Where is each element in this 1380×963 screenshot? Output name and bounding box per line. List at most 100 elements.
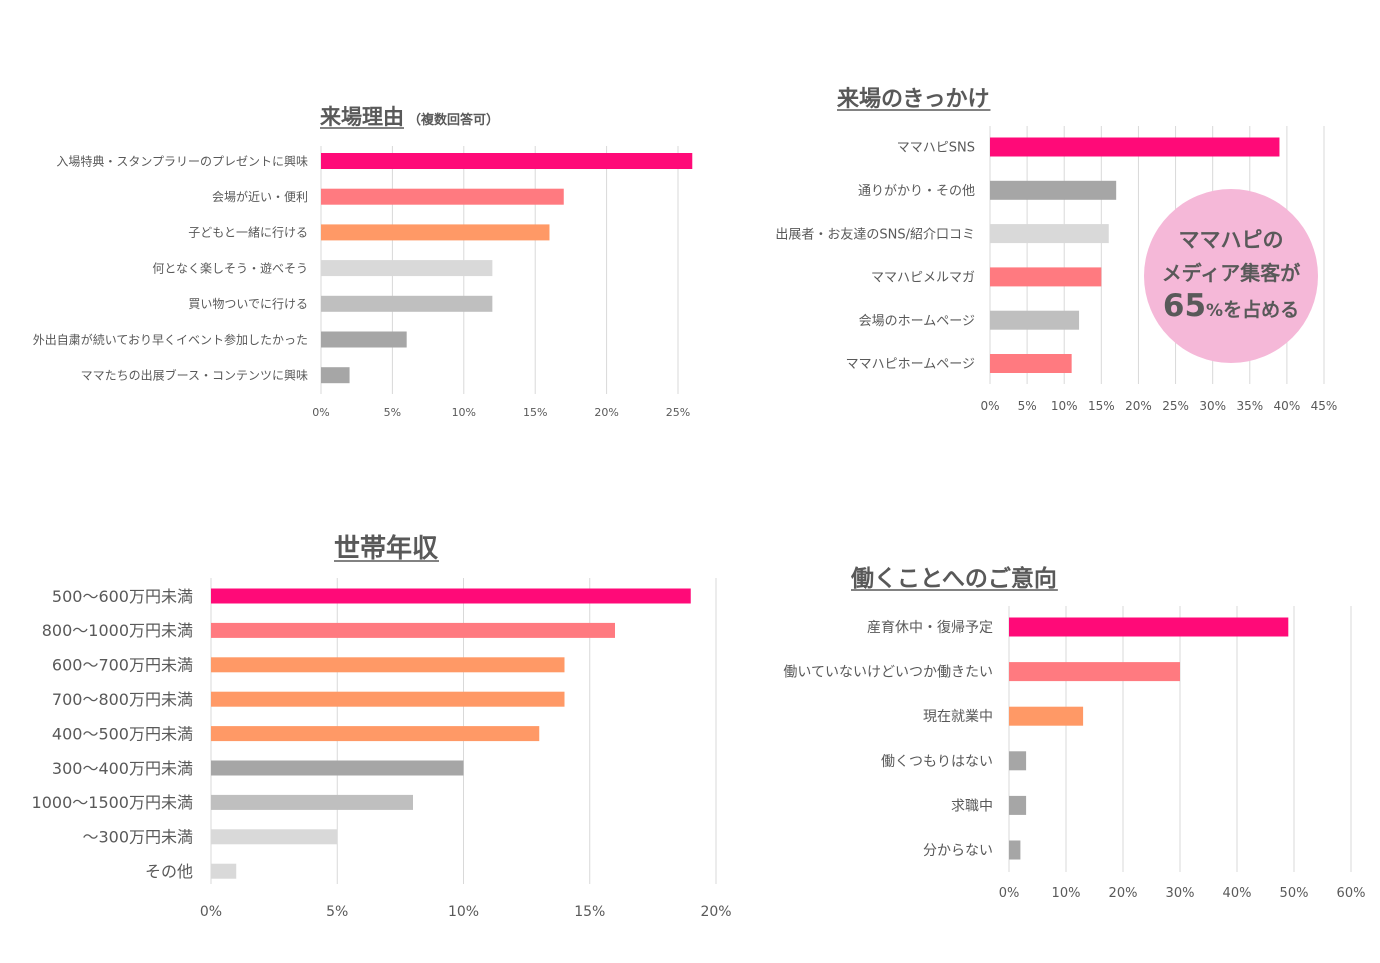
bar [990, 224, 1109, 244]
category-label: 〜300万円未満 [82, 828, 193, 847]
chart-title: 世帯年収 [334, 533, 439, 564]
category-label: 分からない [923, 843, 993, 859]
category-label: ママハピメルマガ [871, 271, 975, 286]
category-label: ママハピSNS [897, 141, 975, 156]
bar [1009, 795, 1027, 815]
category-label: ママたちの出展ブース・コンテンツに興味 [81, 368, 308, 383]
bar [1009, 617, 1289, 637]
bar [211, 829, 338, 845]
tick-label: 15% [1088, 399, 1115, 413]
bar [990, 180, 1117, 200]
chart-work-intention: 働くことへのご意向産育休中・復帰予定働いていないけどいつか働きたい現在就業中働く… [783, 565, 1365, 901]
chart-visit-reasons: 来場理由 （複数回答可） 入場特典・スタンプラリーのプレゼントに興味会場が近い・便利… [33, 105, 693, 419]
tick-label: 15% [523, 406, 547, 419]
bar [321, 260, 493, 277]
category-label: 子どもと一緒に行ける [188, 225, 308, 240]
category-label: 買い物ついでに行ける [188, 297, 308, 311]
tick-label: 10% [1051, 399, 1078, 413]
bar [1009, 751, 1027, 771]
tick-label: 30% [1199, 399, 1226, 413]
badge-tail: を占める [1223, 298, 1299, 321]
chart-subtitle: （複数回答可） [408, 112, 499, 128]
category-label: 通りがかり・その他 [858, 184, 975, 199]
bar [990, 267, 1102, 287]
chart-title: 働くことへのご意向 [850, 565, 1057, 592]
bar [321, 224, 550, 241]
tick-label: 25% [1162, 399, 1189, 413]
bar [211, 863, 237, 879]
badge-line: 65%を占める [1163, 288, 1299, 324]
category-label: 会場が近い・便利 [212, 189, 308, 204]
bar [321, 295, 493, 312]
chart-title: 来場理由 （複数回答可） [320, 105, 499, 129]
badge-line: ママハピの [1179, 228, 1284, 252]
tick-label: 60% [1337, 886, 1366, 901]
category-label: 600〜700万円未満 [52, 656, 193, 675]
bar [211, 726, 540, 742]
bar [321, 367, 350, 384]
badge-big-number: 65 [1163, 288, 1206, 324]
tick-label: 40% [1223, 886, 1252, 901]
bar [211, 657, 565, 673]
category-label: 入場特典・スタンプラリーのプレゼントに興味 [56, 153, 308, 168]
chart-title: 来場のきっかけ [836, 87, 989, 112]
category-label: 500〜600万円未満 [52, 587, 193, 606]
category-label: 働いていないけどいつか働きたい [783, 665, 993, 681]
tick-label: 0% [200, 904, 222, 920]
category-label: 求職中 [951, 798, 993, 814]
category-label: ママハピホームページ [846, 357, 975, 372]
tick-label: 5% [384, 406, 401, 419]
bar [211, 794, 413, 810]
tick-label: 40% [1274, 399, 1301, 413]
category-label: 800〜1000万円未満 [42, 621, 193, 640]
category-label: 何となく楽しそう・遊べそう [152, 260, 308, 275]
tick-label: 30% [1166, 886, 1195, 901]
tick-label: 25% [666, 406, 690, 419]
tick-label: 0% [999, 886, 1020, 901]
bar [211, 691, 565, 707]
category-label: 現在就業中 [923, 709, 993, 725]
tick-label: 0% [312, 406, 329, 419]
category-label: 外出自粛が続いており早くイベント参加したかった [33, 332, 308, 347]
bar [211, 588, 691, 604]
tick-label: 10% [1052, 886, 1081, 901]
bar [990, 310, 1080, 330]
tick-label: 20% [1125, 399, 1152, 413]
category-label: 300〜400万円未満 [52, 759, 193, 778]
tick-label: 0% [980, 399, 999, 413]
bar [321, 188, 564, 205]
bar [1009, 840, 1021, 860]
tick-label: 45% [1311, 399, 1338, 413]
tick-label: 50% [1280, 886, 1309, 901]
tick-label: 20% [700, 904, 731, 920]
chart-household-income: 世帯年収 500〜600万円未満 800〜1000万円未満 600〜700万円未満 70… [32, 533, 732, 920]
category-label: 700〜800万円未満 [52, 690, 193, 709]
category-label: 働くつもりはない [881, 754, 993, 770]
category-label: その他 [145, 862, 193, 881]
category-label: 産育休中・復帰予定 [867, 619, 993, 636]
bar [1009, 662, 1180, 682]
tick-label: 20% [594, 406, 618, 419]
bar [211, 622, 615, 638]
badge-line: メディア集客が [1162, 261, 1301, 285]
tick-label: 35% [1236, 399, 1263, 413]
tick-label: 20% [1109, 886, 1138, 901]
category-label: 1000〜1500万円未満 [32, 793, 193, 812]
bar [321, 153, 693, 169]
category-label: 会場のホームページ [859, 314, 975, 329]
tick-label: 5% [1018, 399, 1037, 413]
bar [321, 331, 407, 348]
tick-label: 5% [326, 904, 348, 920]
tick-label: 15% [574, 904, 605, 920]
category-label: 出展者・お友達のSNS/紹介口コミ [775, 226, 975, 242]
category-label: 400〜500万円未満 [52, 724, 193, 743]
badge-percent: % [1206, 301, 1223, 321]
tick-label: 10% [452, 406, 476, 419]
badge-circle [1144, 189, 1318, 363]
bar [1009, 706, 1084, 726]
bar [990, 137, 1280, 157]
bar [990, 354, 1072, 373]
bar [211, 760, 464, 776]
